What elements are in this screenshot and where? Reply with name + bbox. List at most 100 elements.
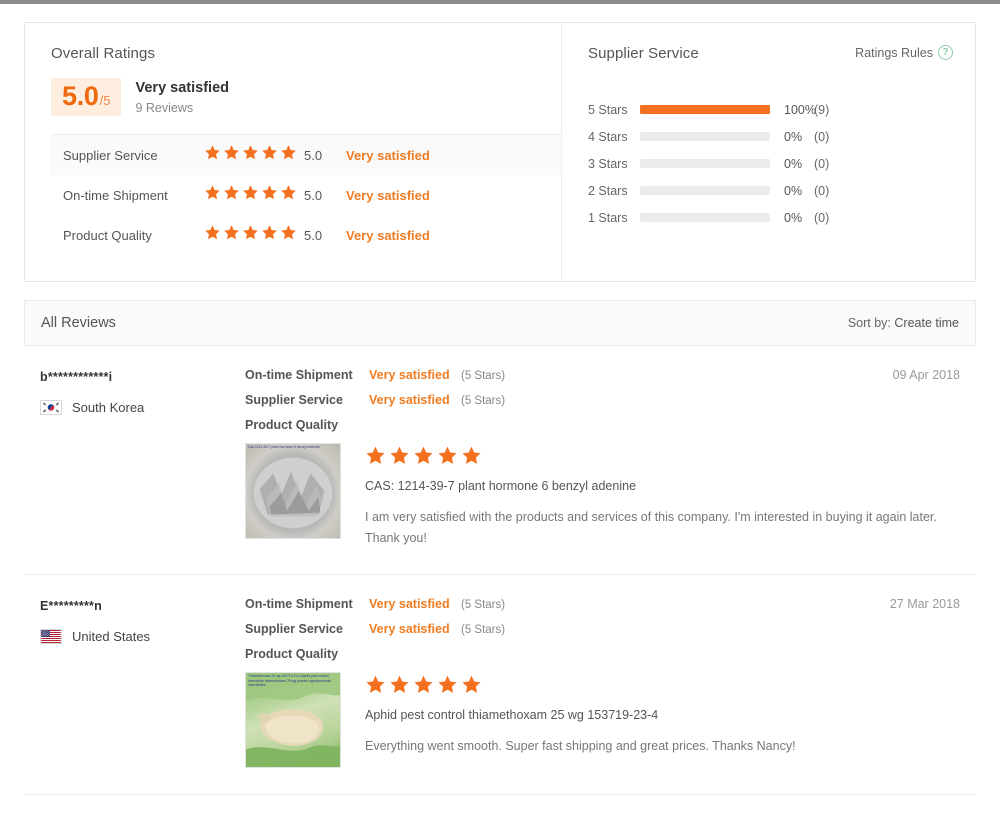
top-window-bar bbox=[0, 0, 1000, 4]
review-item: 09 Apr 2018 b************i bbox=[24, 346, 976, 574]
metric-stars bbox=[204, 184, 304, 206]
metric-breakdown-table: Supplier Service 5.0 Very satisfied bbox=[51, 134, 561, 255]
attribute-value: Very satisfied bbox=[369, 368, 450, 382]
review-comment: I am very satisfied with the products an… bbox=[365, 510, 937, 545]
metric-row-supplier-service: Supplier Service 5.0 Very satisfied bbox=[51, 135, 561, 175]
attribute-label: Product Quality bbox=[245, 418, 339, 432]
metric-stars bbox=[204, 224, 304, 246]
star-icon bbox=[437, 674, 458, 695]
distribution-percent: 0% bbox=[784, 210, 803, 225]
star-icon bbox=[437, 445, 458, 466]
star-icon bbox=[261, 184, 278, 201]
attribute-label: Product Quality bbox=[245, 647, 339, 662]
metric-word: Very satisfied bbox=[346, 227, 430, 243]
distribution-bar-track bbox=[640, 105, 770, 114]
star-icon bbox=[204, 144, 221, 161]
metric-label: Product Quality bbox=[63, 227, 152, 243]
product-thumbnail[interactable]: Cas 1214-39-7 plant hormone 6 benzyl ade… bbox=[245, 443, 341, 539]
metric-row-on-time-shipment: On-time Shipment 5.0 Very satisfied bbox=[51, 175, 561, 215]
bottom-divider bbox=[24, 794, 976, 796]
star-icon bbox=[204, 224, 221, 241]
distribution-count: (0) bbox=[814, 183, 830, 198]
review-product-name[interactable]: Aphid pest control thiamethoxam 25 wg 15… bbox=[365, 708, 659, 723]
attribute-value: Very satisfied bbox=[369, 393, 450, 407]
star-icon bbox=[461, 445, 482, 466]
metric-score: 5.0 bbox=[304, 187, 323, 203]
product-thumbnail-caption: Thiamethoxam 25 wg 153719-23-4 Aphid pes… bbox=[248, 674, 331, 688]
metric-stars bbox=[204, 144, 304, 166]
review-date: 27 Mar 2018 bbox=[889, 597, 960, 612]
distribution-label: 4 Stars bbox=[588, 129, 628, 144]
distribution-percent: 0% bbox=[784, 183, 803, 198]
question-mark-icon[interactable]: ? bbox=[938, 45, 953, 60]
review-attribute-on-time-shipment: On-time Shipment Very satisfied (5 Stars… bbox=[245, 368, 976, 382]
distribution-count: (0) bbox=[814, 156, 830, 171]
distribution-row-1: 1 Stars 0% (0) bbox=[588, 204, 955, 231]
star-icon bbox=[223, 224, 240, 241]
distribution-label: 1 Stars bbox=[588, 210, 628, 225]
review-body: On-time Shipment Very satisfied (5 Stars… bbox=[245, 597, 976, 769]
supplier-service-distribution-panel: Supplier Service Ratings Rules ? 5 Stars… bbox=[562, 23, 975, 281]
attribute-label: Supplier Service bbox=[245, 393, 343, 407]
star-icon bbox=[242, 184, 259, 201]
overall-score-badge: 5.0/5 bbox=[51, 78, 122, 116]
attribute-stars: (5 Stars) bbox=[461, 370, 506, 382]
distribution-label: 2 Stars bbox=[588, 183, 628, 198]
review-body: On-time Shipment Very satisfied (5 Stars… bbox=[245, 368, 976, 548]
star-icon bbox=[261, 224, 278, 241]
review-attribute-supplier-service: Supplier Service Very satisfied (5 Stars… bbox=[245, 622, 976, 636]
distribution-bar-track bbox=[640, 186, 770, 195]
sort-control[interactable]: Sort by: Create time bbox=[848, 316, 959, 330]
distribution-bar-track bbox=[640, 159, 770, 168]
overall-score-text: Very satisfied 9 Reviews bbox=[135, 79, 229, 115]
sort-selected-value[interactable]: Create time bbox=[894, 316, 959, 330]
star-icon bbox=[204, 184, 221, 201]
rating-distribution-list: 5 Stars 100% (9) 4 Stars 0% (0) 3 Stars … bbox=[588, 96, 955, 231]
reviewer-name: b************i bbox=[40, 370, 113, 384]
reviewer-country: South Korea bbox=[40, 400, 245, 415]
overall-score-value: 5.0 bbox=[62, 81, 99, 111]
ratings-rules-label: Ratings Rules bbox=[855, 45, 933, 60]
star-icon bbox=[389, 445, 410, 466]
review-comment: Everything went smooth. Super fast shipp… bbox=[365, 739, 796, 754]
overall-score-line: 5.0/5 Very satisfied 9 Reviews bbox=[51, 78, 561, 116]
attribute-stars: (5 Stars) bbox=[461, 624, 506, 637]
ratings-page: Overall Ratings 5.0/5 Very satisfied 9 R… bbox=[0, 22, 1000, 796]
distribution-bar-track bbox=[640, 132, 770, 141]
distribution-row-3: 3 Stars 0% (0) bbox=[588, 150, 955, 177]
all-reviews-header: All Reviews Sort by: Create time bbox=[24, 300, 976, 346]
star-icon bbox=[242, 144, 259, 161]
reviewer-country-name: South Korea bbox=[72, 400, 145, 415]
review-product-name[interactable]: CAS: 1214-39-7 plant hormone 6 benzyl ad… bbox=[365, 479, 637, 493]
distribution-percent: 100% bbox=[784, 102, 816, 117]
flag-south-korea-icon bbox=[40, 400, 62, 415]
review-attribute-product-quality: Product Quality bbox=[245, 647, 976, 661]
reviewer-country: United States bbox=[40, 629, 245, 645]
distribution-bar-track bbox=[640, 213, 770, 222]
review-date: 09 Apr 2018 bbox=[892, 368, 960, 382]
distribution-count: (0) bbox=[814, 129, 830, 144]
distribution-row-4: 4 Stars 0% (0) bbox=[588, 123, 955, 150]
star-icon bbox=[223, 144, 240, 161]
distribution-title: Supplier Service bbox=[588, 45, 699, 62]
metric-word: Very satisfied bbox=[346, 187, 430, 203]
review-item: 27 Mar 2018 E*********n bbox=[24, 574, 976, 794]
reviewer-info: b************i bbox=[40, 368, 245, 548]
reviewer-info: E*********n bbox=[40, 597, 245, 768]
product-thumbnail[interactable]: Thiamethoxam 25 wg 153719-23-4 Aphid pes… bbox=[245, 672, 341, 769]
distribution-count: (0) bbox=[814, 210, 830, 225]
page-title: Overall Ratings bbox=[51, 45, 156, 62]
ratings-rules-link[interactable]: Ratings Rules ? bbox=[855, 45, 953, 60]
distribution-bar-fill bbox=[640, 105, 770, 114]
star-icon bbox=[365, 674, 386, 695]
metric-score: 5.0 bbox=[304, 227, 323, 243]
metric-label: Supplier Service bbox=[63, 147, 158, 163]
product-thumbnail-caption: Cas 1214-39-7 plant hormone 6 benzyl ade… bbox=[248, 445, 320, 449]
attribute-stars: (5 Stars) bbox=[461, 395, 506, 407]
review-rating-stars bbox=[365, 445, 976, 466]
review-product-block: Thiamethoxam 25 wg 153719-23-4 Aphid pes… bbox=[245, 672, 976, 769]
overall-satisfaction-label: Very satisfied bbox=[135, 79, 229, 96]
star-icon bbox=[261, 144, 278, 161]
reviewer-name: E*********n bbox=[40, 599, 102, 614]
attribute-stars: (5 Stars) bbox=[461, 599, 506, 612]
